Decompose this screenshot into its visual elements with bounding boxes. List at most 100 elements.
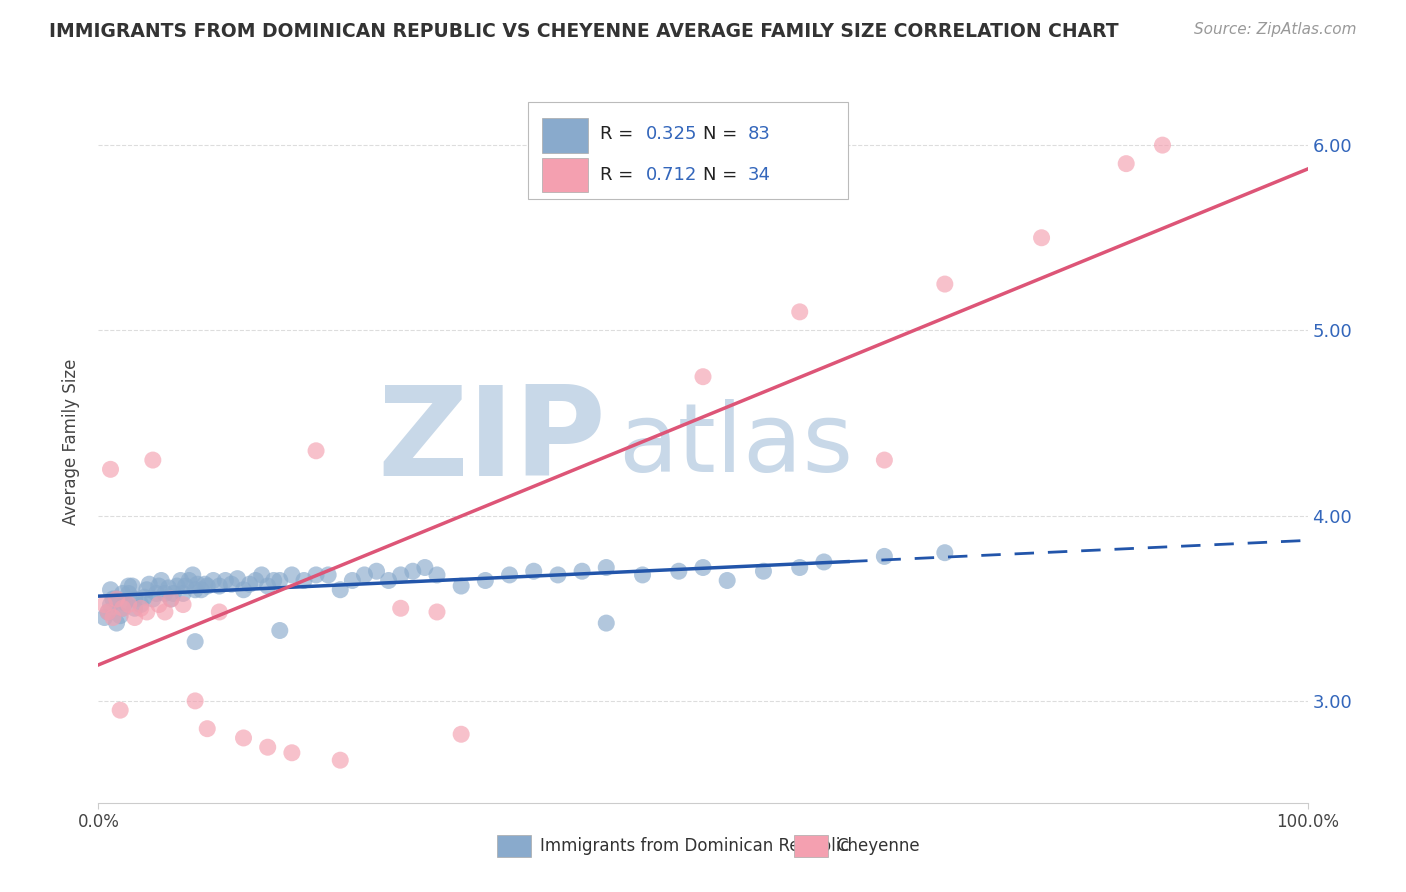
Text: 0.712: 0.712 bbox=[647, 166, 697, 184]
Point bbox=[202, 574, 225, 588]
Point bbox=[813, 555, 835, 569]
Text: ZIP: ZIP bbox=[378, 381, 606, 502]
Point bbox=[172, 598, 194, 612]
Point bbox=[305, 443, 328, 458]
Point bbox=[595, 560, 617, 574]
Point bbox=[174, 579, 197, 593]
Text: 34: 34 bbox=[748, 166, 770, 184]
Point bbox=[1115, 156, 1137, 170]
Point bbox=[124, 592, 146, 607]
Point bbox=[269, 624, 291, 638]
Point bbox=[214, 574, 236, 588]
Point bbox=[105, 592, 128, 607]
Point bbox=[100, 598, 122, 612]
Point bbox=[389, 568, 412, 582]
Point bbox=[934, 546, 956, 560]
Point bbox=[124, 601, 146, 615]
Point bbox=[148, 598, 170, 612]
Point bbox=[752, 564, 775, 578]
Point bbox=[366, 564, 388, 578]
Point bbox=[181, 568, 204, 582]
Point bbox=[148, 579, 170, 593]
Point bbox=[316, 568, 339, 582]
Point bbox=[329, 753, 352, 767]
Point bbox=[105, 616, 128, 631]
Point bbox=[413, 560, 436, 574]
Point bbox=[114, 596, 136, 610]
Point bbox=[108, 608, 131, 623]
Point bbox=[450, 727, 472, 741]
Point bbox=[97, 605, 120, 619]
Text: atlas: atlas bbox=[619, 399, 853, 491]
Point bbox=[239, 577, 262, 591]
Point bbox=[1152, 138, 1174, 153]
Point bbox=[105, 592, 128, 607]
Point bbox=[135, 582, 157, 597]
Point bbox=[101, 592, 124, 607]
Point bbox=[160, 592, 183, 607]
Point bbox=[138, 577, 160, 591]
Text: Immigrants from Dominican Republic: Immigrants from Dominican Republic bbox=[540, 838, 849, 855]
Point bbox=[668, 564, 690, 578]
Point bbox=[169, 574, 191, 588]
Point bbox=[631, 568, 654, 582]
Point bbox=[162, 586, 184, 600]
Point bbox=[111, 586, 134, 600]
Point bbox=[166, 579, 188, 593]
Point bbox=[389, 601, 412, 615]
Point bbox=[305, 568, 328, 582]
Point bbox=[157, 581, 180, 595]
Point bbox=[190, 582, 212, 597]
Point bbox=[221, 577, 243, 591]
Point bbox=[269, 574, 291, 588]
Point bbox=[426, 605, 449, 619]
Point bbox=[184, 694, 207, 708]
Point bbox=[100, 462, 122, 476]
Point bbox=[118, 598, 141, 612]
Point bbox=[134, 590, 156, 604]
Point bbox=[195, 722, 218, 736]
Point bbox=[142, 453, 165, 467]
Point bbox=[184, 582, 207, 597]
Point bbox=[692, 369, 714, 384]
Point bbox=[111, 601, 134, 615]
Point bbox=[245, 574, 267, 588]
Point bbox=[873, 549, 896, 564]
Point bbox=[187, 577, 209, 591]
Point bbox=[281, 746, 304, 760]
Point bbox=[402, 564, 425, 578]
Point bbox=[194, 577, 217, 591]
Point bbox=[571, 564, 593, 578]
Y-axis label: Average Family Size: Average Family Size bbox=[62, 359, 80, 524]
Point bbox=[474, 574, 496, 588]
Point bbox=[256, 579, 278, 593]
Text: 83: 83 bbox=[748, 125, 770, 143]
Point bbox=[263, 574, 285, 588]
Text: R =: R = bbox=[600, 125, 640, 143]
Point bbox=[142, 592, 165, 607]
FancyBboxPatch shape bbox=[793, 835, 828, 857]
Point bbox=[450, 579, 472, 593]
Point bbox=[118, 579, 141, 593]
Point bbox=[873, 453, 896, 467]
Text: N =: N = bbox=[703, 125, 742, 143]
Text: Cheyenne: Cheyenne bbox=[837, 838, 920, 855]
Point bbox=[232, 582, 254, 597]
Point bbox=[377, 574, 399, 588]
Text: 0.325: 0.325 bbox=[647, 125, 697, 143]
Point bbox=[226, 572, 249, 586]
Point bbox=[934, 277, 956, 291]
Point bbox=[498, 568, 520, 582]
Point bbox=[523, 564, 546, 578]
Point bbox=[547, 568, 569, 582]
Point bbox=[342, 574, 364, 588]
Text: N =: N = bbox=[703, 166, 742, 184]
Point bbox=[329, 582, 352, 597]
Point bbox=[789, 305, 811, 319]
FancyBboxPatch shape bbox=[498, 835, 531, 857]
Point bbox=[716, 574, 738, 588]
Text: R =: R = bbox=[600, 166, 640, 184]
Point bbox=[111, 601, 134, 615]
Point bbox=[184, 634, 207, 648]
Point bbox=[118, 586, 141, 600]
